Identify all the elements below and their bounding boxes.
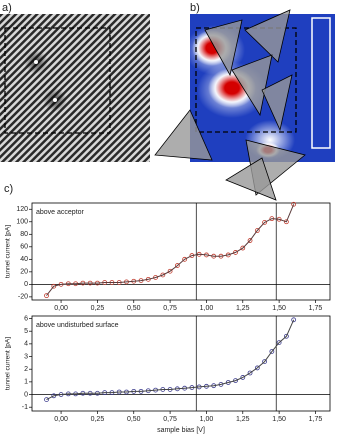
panel-label: b) [190, 2, 200, 14]
data-point [51, 283, 57, 289]
panel-label: a) [2, 2, 12, 14]
x-tick-label: 0,50 [127, 416, 141, 423]
x-tick-label: 0,00 [54, 305, 68, 312]
x-tick-label: 1,25 [236, 416, 250, 423]
y-axis-label: tunnel current [pA] [5, 225, 12, 278]
data-point [269, 349, 275, 354]
y-tick-label: 2 [24, 366, 28, 373]
y-tick-label: 120 [16, 206, 28, 213]
y-tick-label: -20 [18, 294, 28, 301]
data-point [44, 293, 49, 299]
data-point [160, 272, 166, 278]
x-tick-label: 0,25 [91, 305, 105, 312]
y-tick-label: 40 [20, 256, 28, 263]
data-point [174, 263, 180, 268]
x-tick-label: 1,25 [236, 305, 250, 312]
data-point [153, 275, 158, 280]
x-tick-label: 0,25 [91, 416, 105, 423]
data-point [233, 378, 238, 384]
data-point [276, 340, 282, 346]
data-point [240, 375, 246, 380]
x-tick-label: 1,50 [272, 305, 286, 312]
annotation: above undisturbed surface [36, 322, 119, 329]
x-tick-label: 0,00 [54, 416, 68, 423]
y-tick-label: 100 [16, 219, 28, 226]
y-tick-label: -1 [22, 404, 28, 411]
x-tick-label: 1,00 [200, 416, 214, 423]
x-tick-label: 1,75 [309, 305, 323, 312]
y-tick-label: 3 [24, 353, 28, 360]
data-point [182, 256, 188, 262]
fit-line [46, 319, 295, 401]
data-point [262, 219, 267, 225]
y-tick-label: 6 [24, 315, 28, 322]
data-point [291, 201, 297, 207]
y-tick-label: 80 [20, 231, 28, 238]
x-tick-label: 0,50 [127, 305, 141, 312]
data-point [167, 268, 173, 274]
x-axis-label: sample bias [V] [157, 427, 205, 434]
data-point [254, 228, 260, 233]
x-tick-label: 0,75 [163, 416, 177, 423]
y-tick-label: 0 [24, 391, 28, 398]
plot-frame [31, 315, 331, 412]
data-point [247, 370, 253, 376]
y-tick-label: 0 [24, 281, 28, 288]
data-point [283, 333, 289, 339]
data-point [283, 219, 289, 225]
data-point [240, 245, 246, 251]
data-point [44, 397, 49, 403]
data-point [247, 238, 253, 243]
y-tick-label: 60 [20, 244, 28, 251]
y-tick-label: 1 [24, 379, 28, 386]
data-point [291, 317, 297, 323]
fit-line [46, 204, 295, 296]
y-tick-label: 4 [24, 341, 28, 348]
data-point [262, 359, 267, 365]
panel-label: c) [4, 183, 13, 195]
y-tick-label: 20 [20, 269, 28, 276]
annotation: above acceptor [36, 209, 85, 216]
plot-frame [31, 202, 331, 301]
data-point [233, 250, 238, 255]
stm-image-a [0, 14, 150, 162]
x-tick-label: 1,50 [272, 416, 286, 423]
x-tick-label: 1,75 [309, 416, 323, 423]
x-tick-label: 1,00 [200, 305, 214, 312]
stm-image-b [154, 9, 335, 201]
data-point [254, 365, 260, 371]
y-tick-label: 5 [24, 328, 28, 335]
x-tick-label: 0,75 [163, 305, 177, 312]
y-axis-label: tunnel current [pA] [5, 337, 12, 390]
